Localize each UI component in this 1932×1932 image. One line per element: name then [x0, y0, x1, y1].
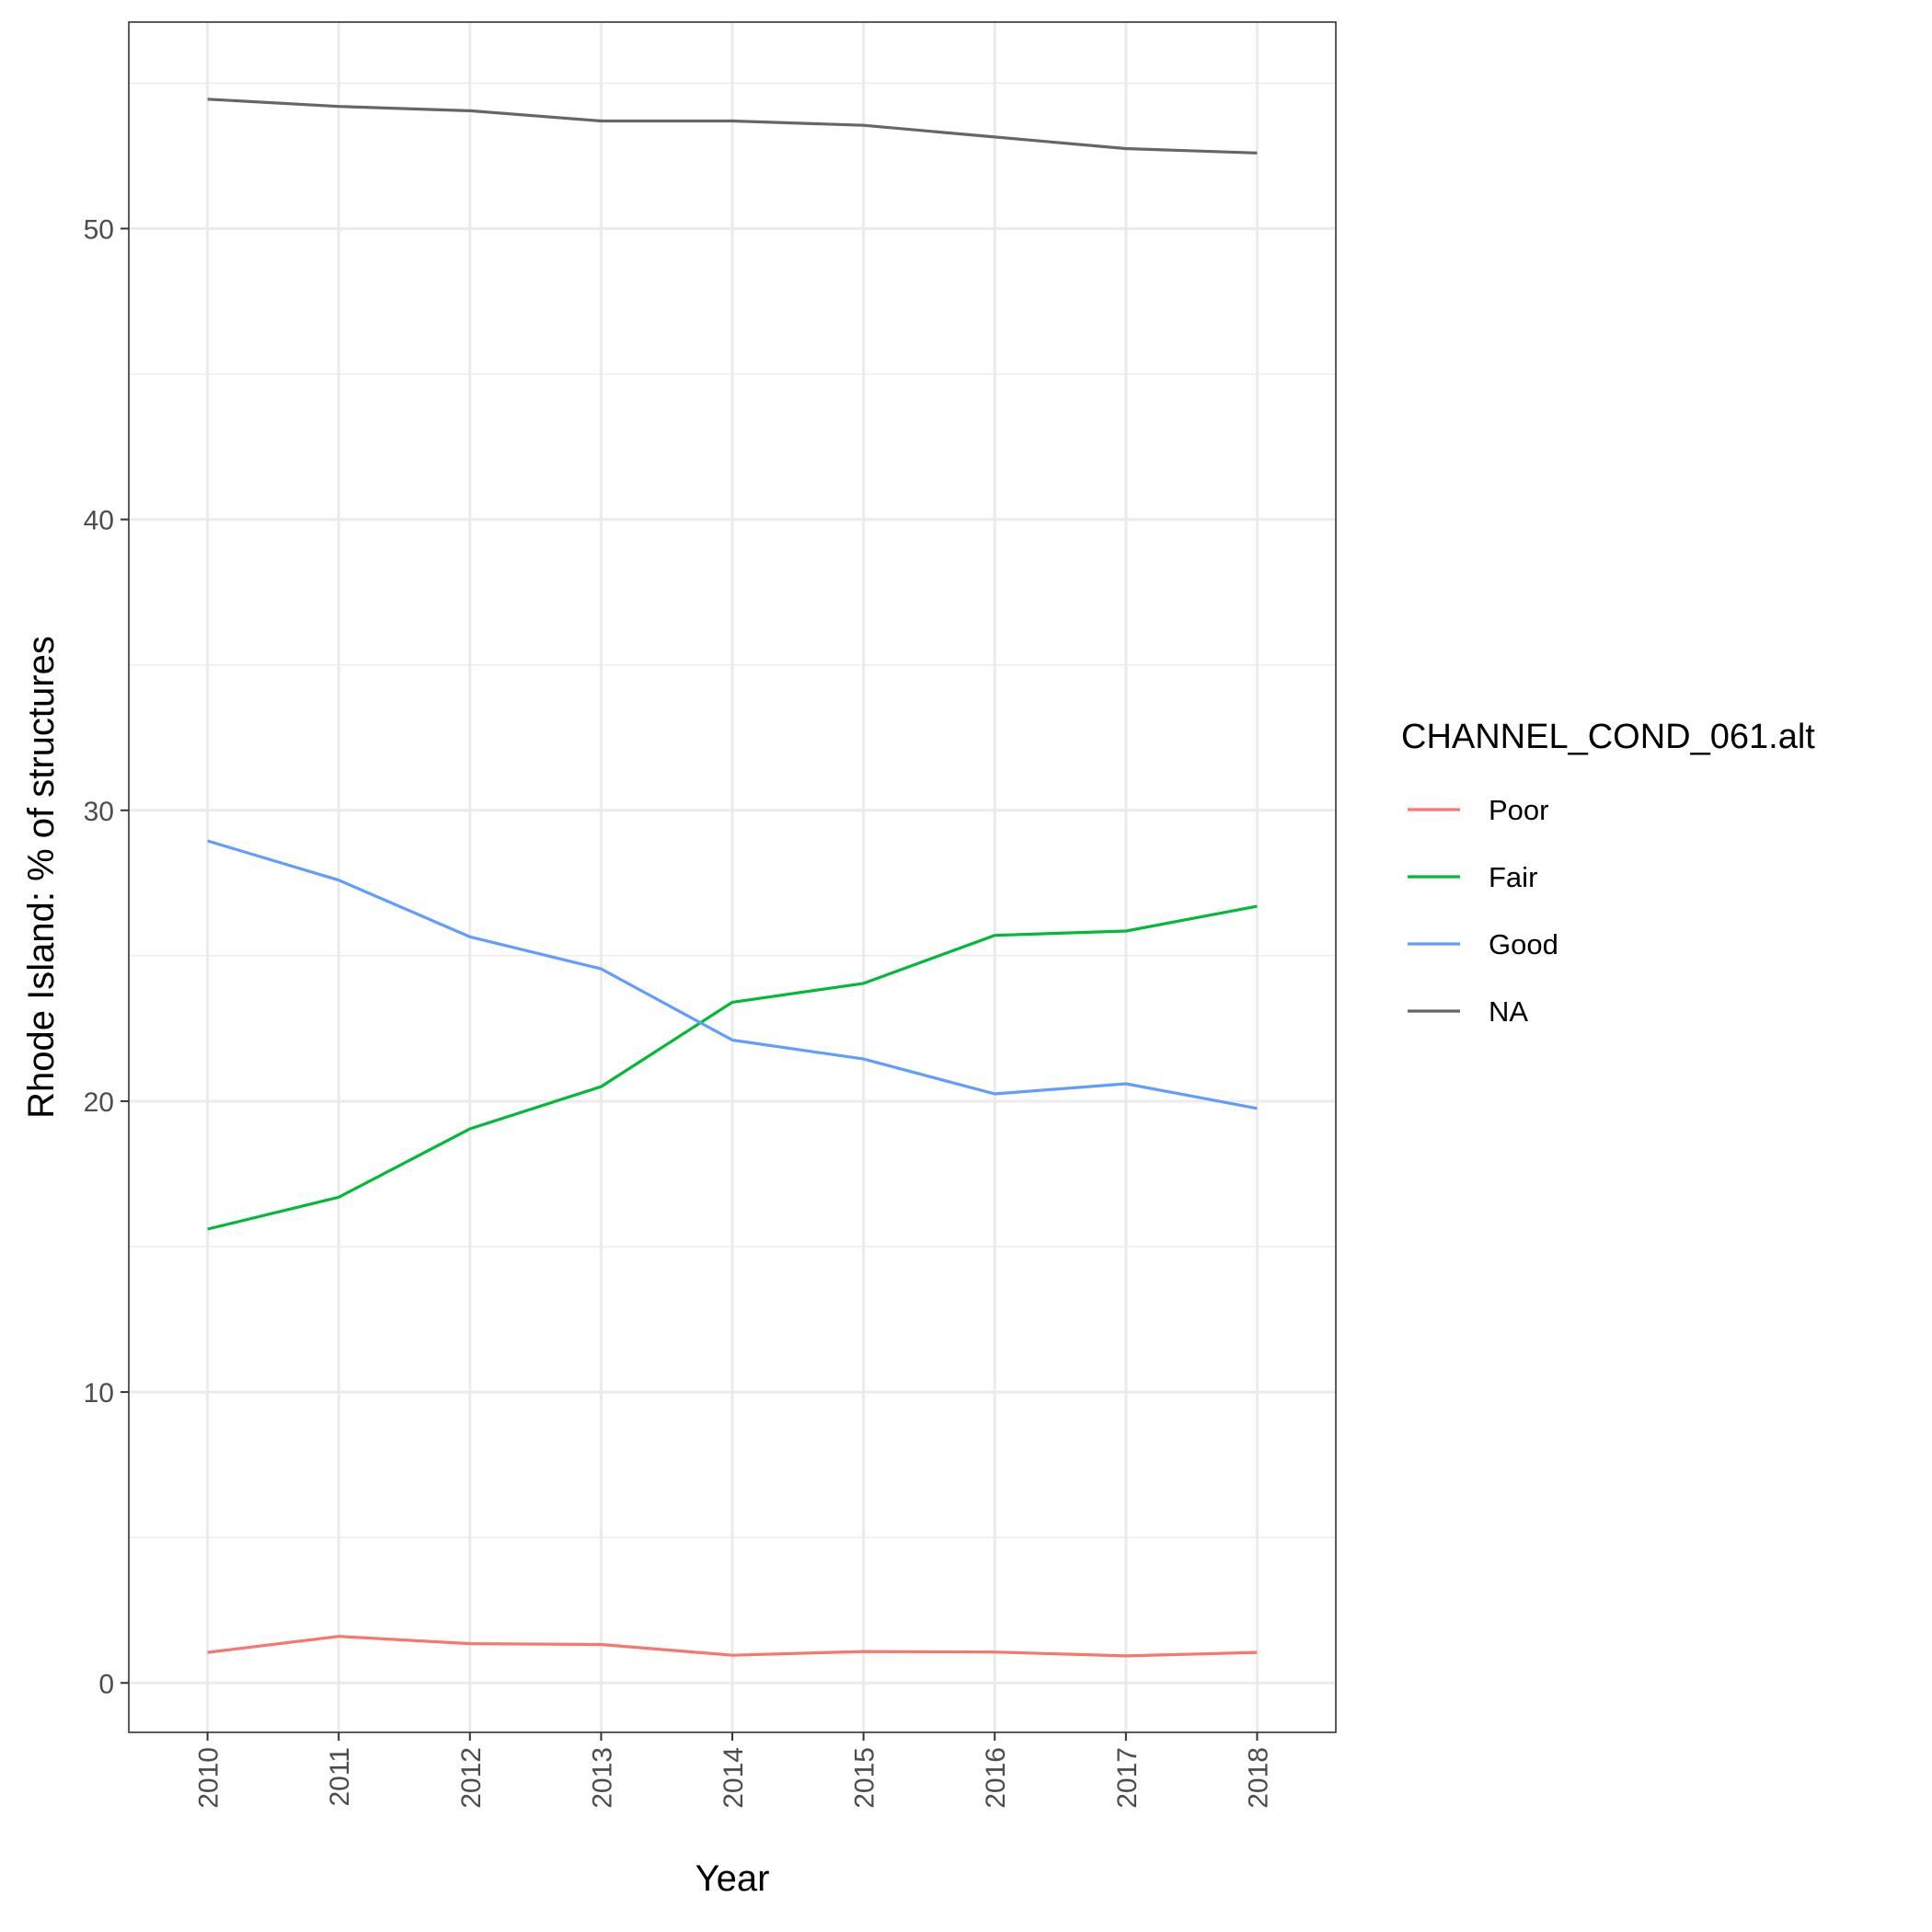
legend-label-good: Good — [1489, 928, 1558, 960]
x-tick-label: 2012 — [456, 1747, 487, 1809]
y-tick-label: 20 — [84, 1087, 114, 1118]
legend-label-fair: Fair — [1489, 861, 1537, 893]
y-axis: 0 10 20 30 40 50 — [84, 214, 129, 1699]
series-line-poor — [207, 1635, 1258, 1658]
x-axis-title: Year — [696, 1858, 770, 1899]
legend-title: CHANNEL_COND_061.alt — [1401, 718, 1815, 756]
x-tick-label: 2011 — [325, 1747, 355, 1807]
legend-label-na: NA — [1489, 995, 1528, 1028]
y-tick-label: 0 — [98, 1669, 114, 1699]
series-lines — [207, 98, 1258, 1658]
series-line-fair — [207, 904, 1258, 1231]
legend-label-poor: Poor — [1489, 794, 1548, 826]
major-gridlines — [129, 22, 1336, 1732]
y-tick-label: 10 — [84, 1378, 114, 1409]
y-tick-label: 50 — [84, 214, 114, 245]
x-tick-label: 2014 — [719, 1747, 749, 1809]
series-line-good — [207, 839, 1258, 1110]
x-tick-label: 2013 — [587, 1747, 617, 1809]
y-tick-label: 30 — [84, 797, 114, 827]
legend: CHANNEL_COND_061.alt Poor Fair Good NA — [1401, 718, 1815, 1028]
x-tick-label: 2015 — [850, 1747, 880, 1809]
x-tick-label: 2010 — [194, 1747, 224, 1809]
x-axis: 2010 2011 2012 2013 2014 2015 2016 2017 2018 — [194, 1732, 1273, 1809]
y-axis-title: Rhode Island: % of structures — [21, 636, 62, 1119]
series-line-na — [207, 98, 1258, 155]
legend-items: Poor Fair Good NA — [1408, 794, 1558, 1028]
x-tick-label: 2017 — [1112, 1747, 1143, 1809]
x-tick-label: 2016 — [981, 1747, 1011, 1809]
y-tick-label: 40 — [84, 506, 114, 536]
x-tick-label: 2018 — [1243, 1747, 1273, 1809]
